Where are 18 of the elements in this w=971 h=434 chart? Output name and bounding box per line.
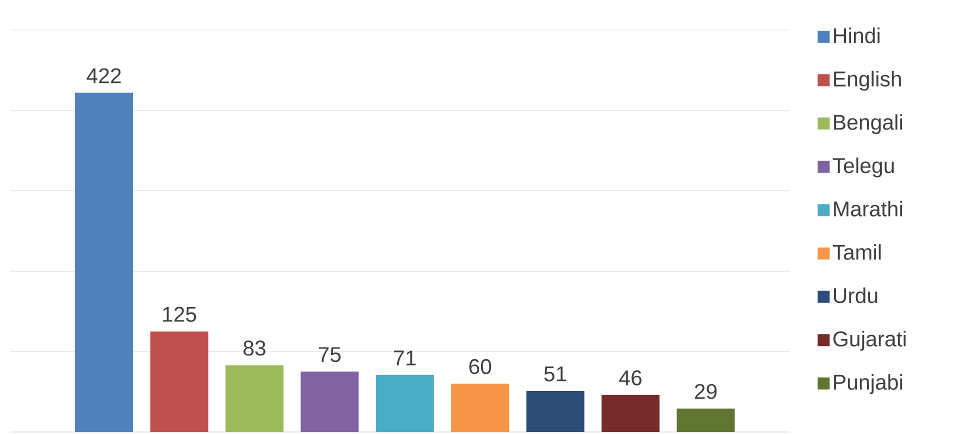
legend-label: Hindi xyxy=(834,28,880,44)
data-label: 422 xyxy=(86,68,121,84)
data-label: 46 xyxy=(619,370,642,386)
legend-label: Bengali xyxy=(834,114,902,134)
legend-label: Punjabi xyxy=(834,374,902,394)
data-label: 51 xyxy=(544,366,566,382)
legend-label: Marathi xyxy=(834,200,902,217)
data-label: 125 xyxy=(163,306,196,322)
data-label: 60 xyxy=(469,359,492,374)
legend-label: Urdu xyxy=(834,288,878,304)
data-label: 75 xyxy=(318,347,341,362)
data-label: 29 xyxy=(694,384,717,400)
legend-label: Tamil xyxy=(832,244,881,260)
data-label: 83 xyxy=(244,340,266,356)
legend-label: Gujarati xyxy=(833,330,906,351)
data-label: 71 xyxy=(394,350,416,366)
legend-label: Telegu xyxy=(832,158,894,178)
legend-label: English xyxy=(834,70,901,91)
